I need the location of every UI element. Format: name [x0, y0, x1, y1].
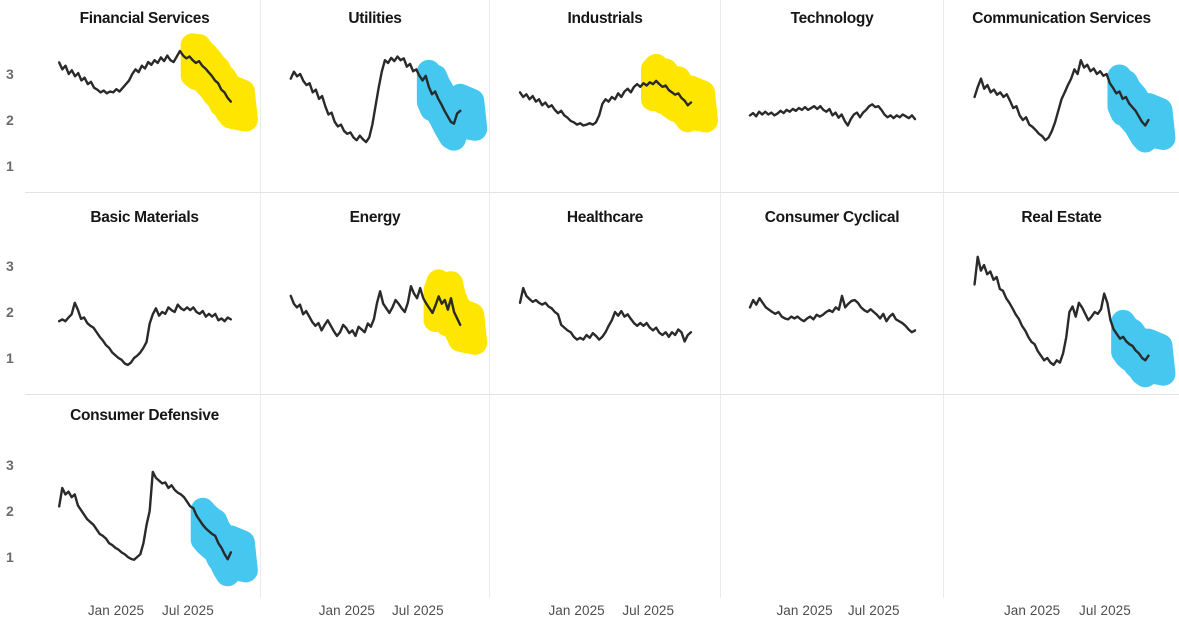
y-tick-label: 1	[6, 549, 14, 565]
trend-line	[57, 470, 233, 561]
facet-title: Basic Materials	[90, 209, 199, 226]
x-axis: Jan 2025 Jul 2025 Jan 2025 Jul 2025 Jan 2025…	[0, 598, 1179, 633]
trend-line	[57, 301, 233, 367]
line-chart	[57, 33, 258, 132]
y-tick-label: 3	[6, 258, 14, 274]
facet-financial-services: Financial Services 3 2 1	[0, 0, 261, 193]
highlight-region-cyan	[190, 497, 258, 587]
line-chart	[748, 294, 917, 334]
trend-line	[57, 49, 233, 103]
facet-consumer-defensive: Consumer Defensive 3 2 1	[0, 395, 261, 598]
y-tick-label: 1	[6, 350, 14, 366]
highlight-region-cyan	[416, 59, 488, 151]
facet-energy: Energy	[261, 193, 490, 395]
trend-line	[748, 103, 917, 127]
x-tick-label: Jan 2025	[87, 603, 145, 618]
line-chart	[973, 59, 1176, 153]
line-chart	[57, 470, 258, 587]
facet-title: Industrials	[567, 10, 643, 27]
highlight-region-yellow	[180, 33, 258, 132]
row-divider	[25, 192, 1179, 193]
line-chart	[973, 255, 1176, 388]
facet-title: Communication Services	[972, 10, 1151, 27]
x-axis-cell: Jan 2025 Jul 2025	[721, 598, 944, 633]
x-tick-label: Jul 2025	[161, 603, 214, 618]
x-tick-label: Jan 2025	[318, 603, 376, 618]
trend-line	[973, 255, 1150, 367]
facet-empty	[721, 395, 944, 598]
x-tick-label: Jul 2025	[622, 603, 675, 618]
line-chart	[748, 103, 917, 127]
facet-title: Technology	[790, 10, 874, 27]
x-tick-label: Jul 2025	[847, 603, 900, 618]
y-tick-label: 1	[6, 158, 14, 174]
y-tick-label: 2	[6, 112, 14, 128]
facet-title: Consumer Cyclical	[764, 209, 900, 226]
x-tick-label: Jul 2025	[391, 603, 444, 618]
facet-title: Consumer Defensive	[70, 407, 219, 424]
facet-industrials: Industrials	[490, 0, 721, 193]
trend-line	[289, 285, 462, 338]
y-tick-label: 2	[6, 503, 14, 519]
line-chart	[518, 286, 693, 343]
row-divider	[25, 394, 1179, 395]
x-tick-label: Jul 2025	[1079, 603, 1131, 618]
line-chart	[57, 301, 233, 367]
facet-title: Utilities	[348, 10, 402, 27]
trend-line	[518, 286, 693, 343]
facet-technology: Technology	[721, 0, 944, 193]
x-tick-label: Jan 2025	[548, 603, 605, 618]
x-axis-cell: Jan 2025 Jul 2025	[944, 598, 1179, 633]
x-axis-cell: Jan 2025 Jul 2025	[0, 598, 261, 633]
trend-line	[748, 294, 917, 334]
facet-basic-materials: Basic Materials 3 2 1	[0, 193, 261, 395]
y-tick-label: 3	[6, 66, 14, 82]
highlight-region-cyan	[1107, 64, 1176, 153]
facet-communication-services: Communication Services	[944, 0, 1179, 193]
line-chart	[518, 53, 718, 133]
trend-line	[973, 59, 1150, 142]
facet-healthcare: Healthcare	[490, 193, 721, 395]
facet-real-estate: Real Estate	[944, 193, 1179, 395]
line-chart	[289, 55, 488, 151]
facet-empty	[944, 395, 1179, 598]
chart-row-2: Basic Materials 3 2 1 Energy Healthcare Consum…	[0, 193, 1179, 395]
x-axis-cell: Jan 2025 Jul 2025	[261, 598, 490, 633]
facet-empty	[490, 395, 721, 598]
facet-title: Financial Services	[79, 10, 210, 27]
facet-title: Real Estate	[1021, 209, 1102, 226]
x-axis-cell: Jan 2025 Jul 2025	[490, 598, 721, 633]
x-tick-label: Jan 2025	[776, 603, 833, 618]
chart-row-1: Financial Services 3 2 1 Utilities Industrial…	[0, 0, 1179, 193]
y-tick-label: 3	[6, 457, 14, 473]
trend-line	[518, 79, 693, 127]
highlight-region-cyan	[1111, 309, 1176, 388]
facet-consumer-cyclical: Consumer Cyclical	[721, 193, 944, 395]
facet-utilities: Utilities	[261, 0, 490, 193]
trend-line	[289, 55, 462, 144]
y-tick-label: 2	[6, 304, 14, 320]
facet-empty	[261, 395, 490, 598]
facet-title: Healthcare	[566, 209, 644, 226]
chart-row-3: Consumer Defensive 3 2 1	[0, 395, 1179, 598]
x-tick-label: Jan 2025	[1003, 603, 1061, 618]
facet-title: Energy	[349, 209, 401, 226]
line-chart	[289, 269, 488, 355]
